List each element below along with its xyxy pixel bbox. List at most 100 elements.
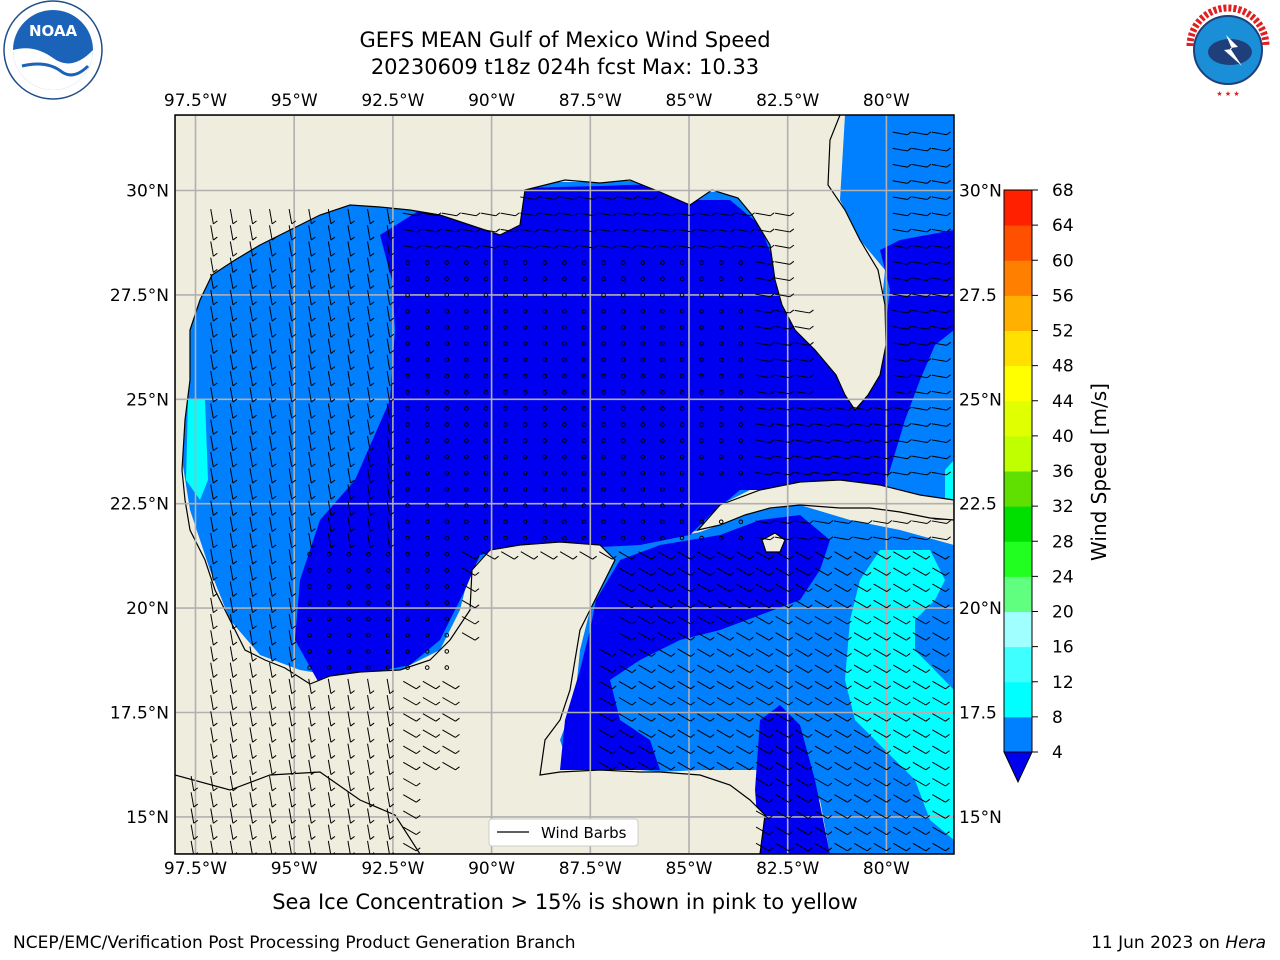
- wind-barb-flag: [789, 260, 795, 265]
- wind-barb-flag: [848, 455, 853, 460]
- wind-barb: [442, 761, 456, 771]
- wind-barb: [755, 648, 770, 657]
- wind-barb: [755, 423, 771, 427]
- wind-barb: [755, 729, 770, 738]
- wind-barb: [679, 341, 685, 346]
- lat-label-right: 22.5: [959, 495, 997, 515]
- wind-barb: [735, 228, 751, 233]
- wind-barb-flag: [749, 701, 754, 706]
- wind-barb-flag: [232, 495, 238, 500]
- wind-barb-flag: [946, 260, 951, 265]
- wind-barb: [620, 438, 626, 444]
- wind-barb: [327, 338, 332, 354]
- wind-barb: [578, 212, 594, 217]
- wind-barb: [755, 390, 771, 395]
- wind-barb-flag: [946, 341, 951, 346]
- wind-barb: [269, 824, 273, 840]
- wind-barb: [679, 470, 685, 476]
- wind-barb: [599, 729, 613, 738]
- wind-barb: [288, 484, 293, 500]
- wind-barb: [288, 403, 293, 419]
- wind-barb: [601, 276, 606, 282]
- colorbar-tick-label: 44: [1052, 392, 1074, 412]
- wind-barb: [444, 568, 450, 573]
- wind-barb: [912, 131, 928, 136]
- wind-barb-flag: [945, 750, 950, 754]
- wind-barb-flag: [907, 163, 912, 168]
- wind-barb: [755, 697, 770, 706]
- wind-barb-flag: [749, 636, 754, 641]
- wind-barb-flag: [631, 636, 637, 641]
- wind-barb-flag: [252, 641, 257, 646]
- wind-barb: [347, 273, 352, 289]
- wind-barb: [892, 309, 908, 314]
- wind-barb-flag: [311, 544, 316, 549]
- wind-barb: [873, 842, 887, 852]
- wind-barb-flag: [232, 431, 238, 435]
- wind-barb: [269, 354, 273, 370]
- wind-barb: [618, 212, 634, 217]
- wind-barb-flag: [907, 212, 912, 217]
- wind-barb: [210, 484, 214, 500]
- wind-barb: [755, 228, 771, 233]
- wind-barb: [697, 583, 711, 593]
- wind-barb: [249, 581, 254, 597]
- wind-barb-flag: [369, 528, 375, 533]
- wind-barb: [367, 435, 371, 451]
- wind-barb: [464, 357, 469, 363]
- wind-barb-flag: [195, 852, 199, 854]
- wind-barb: [601, 389, 606, 395]
- wind-barb: [442, 697, 456, 706]
- wind-barb: [424, 551, 430, 557]
- wind-barb: [441, 245, 457, 249]
- wind-barb: [347, 727, 352, 743]
- wind-barb-flag: [631, 588, 637, 592]
- wind-barb-flag: [926, 293, 932, 298]
- wind-barb: [386, 840, 390, 854]
- wind-barb: [638, 599, 652, 609]
- wind-barb: [444, 551, 450, 557]
- wind-barb-flag: [311, 447, 316, 452]
- wind-barb: [755, 293, 771, 298]
- wind-barb: [932, 616, 946, 625]
- wind-barb-flag: [291, 544, 297, 549]
- wind-barb-flag: [768, 798, 774, 803]
- wind-barb-flag: [768, 701, 774, 706]
- wind-barb-flag: [866, 653, 872, 657]
- wind-barb: [288, 516, 293, 532]
- wind-barb-flag: [828, 471, 834, 476]
- wind-barb: [697, 648, 711, 657]
- wind-barb-flag: [311, 398, 316, 403]
- wind-barb: [699, 357, 704, 363]
- wind-barb: [638, 664, 652, 674]
- wind-barb-flag: [232, 317, 238, 322]
- wind-barb: [677, 697, 691, 706]
- wind-barb: [814, 471, 830, 476]
- wind-barb-flag: [291, 479, 297, 484]
- wind-barb-flag: [369, 431, 375, 435]
- wind-barb: [405, 665, 410, 670]
- wind-barb: [640, 357, 646, 363]
- wind-barb-flag: [925, 766, 931, 771]
- wind-barb: [405, 308, 410, 314]
- wind-barb-flag: [946, 293, 951, 298]
- wind-barb: [638, 551, 652, 560]
- wind-barb-flag: [828, 455, 834, 460]
- wind-barb: [444, 454, 450, 460]
- wind-barb-flag: [690, 717, 695, 722]
- wind-barb-flag: [907, 244, 912, 249]
- wind-barb: [367, 516, 371, 532]
- wind-barb-flag: [369, 333, 375, 338]
- wind-barb: [249, 727, 254, 743]
- wind-barb: [288, 338, 293, 354]
- wind-barb-flag: [271, 593, 277, 597]
- wind-barb-flag: [827, 604, 833, 609]
- wind-barb: [620, 389, 626, 395]
- wind-barb-flag: [768, 653, 774, 657]
- wind-barb: [640, 276, 646, 282]
- wind-barb: [367, 500, 371, 516]
- wind-barb: [424, 584, 430, 589]
- wind-barb-flag: [866, 604, 872, 609]
- wind-barb: [385, 649, 391, 654]
- wind-barb-flag: [291, 625, 297, 630]
